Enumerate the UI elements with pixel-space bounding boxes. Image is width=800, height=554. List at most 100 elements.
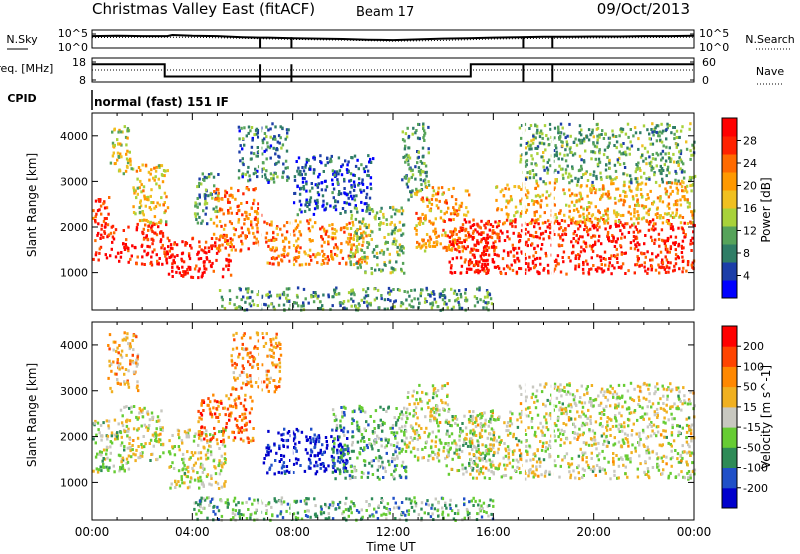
velocity-cell	[136, 362, 139, 366]
velocity-cell	[374, 409, 378, 413]
power-cell	[545, 254, 548, 258]
velocity-cell	[249, 377, 252, 381]
power-cell	[628, 185, 631, 189]
velocity-cell	[121, 366, 124, 370]
power-cell	[446, 234, 449, 238]
power-cell	[531, 242, 534, 246]
power-cell	[534, 124, 537, 128]
power-cell	[360, 190, 363, 194]
power-cell	[237, 125, 241, 129]
power-cell	[163, 247, 166, 251]
power-cell	[395, 208, 398, 212]
power-cell	[520, 250, 523, 254]
power-cell	[428, 208, 431, 212]
power-cell	[435, 236, 438, 239]
velocity-cell	[404, 468, 407, 472]
power-cell	[96, 209, 100, 213]
power-cell	[578, 131, 581, 135]
velocity-cell	[197, 476, 200, 480]
velocity-cell	[332, 445, 336, 449]
power-cell	[536, 145, 540, 149]
velocity-cell	[118, 367, 121, 371]
velocity-cell	[269, 338, 272, 341]
power-cell	[607, 237, 610, 241]
power-cell	[262, 161, 265, 165]
velocity-cell	[341, 415, 344, 419]
power-cell	[603, 221, 606, 225]
velocity-cell	[194, 432, 197, 436]
power-cell	[148, 245, 151, 249]
power-cell	[370, 208, 374, 212]
power-cell	[288, 245, 291, 249]
power-cell	[314, 294, 317, 298]
velocity-cell	[218, 400, 221, 404]
power-cell	[334, 236, 337, 240]
velocity-cell	[323, 469, 326, 473]
power-cell	[461, 245, 464, 249]
velocity-cell	[271, 361, 274, 365]
power-cell	[654, 157, 657, 161]
power-cell	[450, 231, 453, 234]
power-cell	[296, 213, 299, 217]
power-cell	[382, 252, 385, 256]
velocity-cell	[186, 450, 189, 454]
power-cell	[596, 134, 599, 138]
power-cell	[649, 235, 653, 239]
power-cell	[596, 138, 599, 142]
power-cell	[118, 128, 121, 132]
power-cell	[345, 223, 349, 227]
power-cell	[245, 287, 248, 291]
power-cell	[678, 135, 681, 139]
power-cell	[187, 252, 191, 256]
power-cell	[526, 189, 529, 193]
power-cell	[136, 186, 139, 190]
power-cell	[282, 162, 285, 166]
power-cell	[441, 298, 445, 302]
velocity-cell	[315, 437, 318, 441]
power-cell	[465, 238, 468, 242]
power-cell	[234, 248, 237, 252]
velocity-cell	[337, 456, 340, 460]
velocity-cell	[222, 427, 225, 431]
power-cell	[531, 261, 535, 265]
power-cell	[546, 168, 550, 172]
velocity-cell	[289, 459, 292, 462]
power-cell	[159, 240, 162, 244]
velocity-cell	[210, 437, 213, 441]
velocity-cell	[227, 397, 231, 401]
power-cell	[314, 221, 317, 225]
power-cell	[366, 241, 369, 244]
power-cell	[630, 217, 633, 221]
power-cell	[139, 204, 143, 208]
power-cell	[615, 135, 618, 138]
power-cell	[341, 207, 345, 210]
velocity-cell	[438, 408, 441, 412]
power-cell	[396, 245, 399, 249]
power-cell	[425, 286, 428, 290]
velocity-cell	[438, 438, 442, 442]
power-cell	[252, 303, 256, 307]
power-cell	[296, 223, 300, 227]
power-cell	[401, 232, 405, 236]
power-cell	[372, 157, 375, 161]
power-cell	[340, 173, 344, 177]
power-cell	[353, 154, 357, 158]
power-cell	[626, 122, 630, 126]
power-cell	[309, 196, 313, 200]
power-cell	[227, 242, 230, 246]
power-cell	[391, 205, 395, 209]
power-cell	[662, 144, 665, 148]
power-cell	[270, 238, 273, 242]
velocity-cell	[285, 439, 288, 443]
power-cell	[671, 211, 674, 215]
power-cell	[228, 301, 232, 305]
velocity-cell	[139, 409, 143, 413]
velocity-cell	[309, 438, 312, 442]
power-cell	[282, 293, 286, 297]
velocity-cell	[243, 332, 246, 336]
power-cell	[548, 194, 551, 198]
velocity-cell	[208, 444, 211, 448]
power-cell	[681, 270, 684, 274]
velocity-cell	[403, 433, 406, 437]
velocity-cell	[272, 351, 275, 355]
